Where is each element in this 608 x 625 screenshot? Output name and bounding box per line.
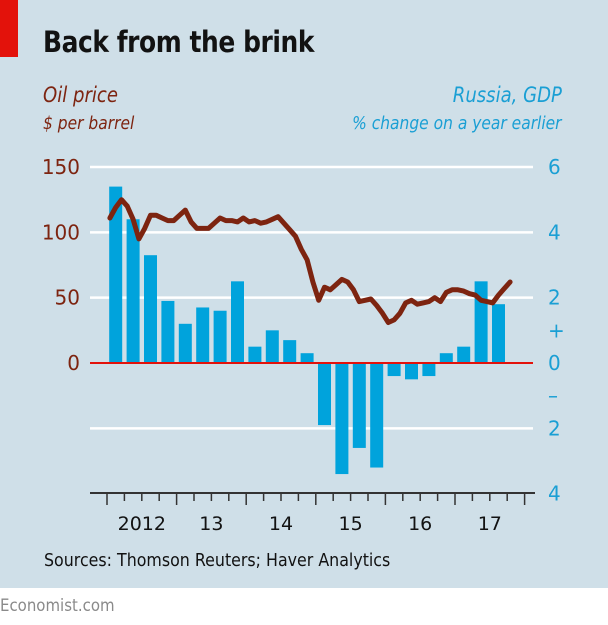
- brand-label: Economist.com: [0, 596, 115, 616]
- gdp-bar: [283, 340, 297, 363]
- gdp-bar: [318, 363, 331, 426]
- gdp-bar: [387, 363, 401, 377]
- gdp-bars: [109, 186, 505, 475]
- gdp-bar: [439, 353, 453, 363]
- left-axis-unit: $ per barrel: [43, 113, 135, 134]
- chart-title: Back from the brink: [43, 25, 314, 59]
- gdp-bar: [422, 363, 436, 377]
- gdp-bar: [109, 186, 123, 363]
- right-axis-title: Russia, GDP: [452, 83, 562, 107]
- gdp-bar: [265, 330, 279, 363]
- left-tick-label: 50: [55, 286, 80, 310]
- x-tick-label: 14: [269, 513, 293, 535]
- gdp-bar: [492, 304, 505, 363]
- right-tick-label: +: [548, 318, 565, 342]
- right-tick-label: 0: [548, 351, 561, 375]
- right-tick-label: 4: [548, 220, 561, 244]
- oil-price-line: [107, 197, 513, 325]
- gdp-bar: [144, 255, 157, 363]
- gridlines: [90, 165, 533, 430]
- gdp-bar: [457, 346, 471, 363]
- left-tick-label: 100: [42, 220, 80, 244]
- right-axis-unit: % change on a year earlier: [352, 113, 562, 134]
- x-tick-label: 15: [339, 513, 363, 535]
- right-tick-label: 6: [548, 155, 561, 179]
- x-tick-label: 13: [199, 513, 223, 535]
- gdp-bar: [405, 363, 418, 380]
- gdp-bar: [213, 310, 227, 363]
- source-note: Sources: Thomson Reuters; Haver Analytic…: [44, 550, 391, 571]
- oil-line-group: [107, 197, 513, 325]
- x-tick-label: 17: [478, 513, 502, 535]
- gdp-bar: [248, 346, 262, 363]
- left-axis-title: Oil price: [43, 83, 118, 107]
- red-accent-bar: [0, 0, 18, 57]
- gdp-bar: [196, 307, 210, 363]
- left-tick-label: 0: [67, 351, 80, 375]
- x-tick-label: 16: [408, 513, 432, 535]
- gdp-bar: [126, 219, 140, 363]
- right-tick-label: 4: [548, 482, 561, 506]
- left-tick-label: 150: [42, 155, 80, 179]
- gdp-bar: [300, 353, 314, 363]
- right-tick-label: 2: [548, 416, 561, 440]
- right-axis-ticks: 6 4 2 +0 – 2 4: [548, 155, 565, 506]
- gdp-bar: [161, 300, 175, 363]
- chart-plot: 2012 13 14 15 16 17 150 100 50 0 6 4 2 +0 – 2 4: [42, 155, 565, 535]
- x-axis: 2012 13 14 15 16 17: [90, 492, 535, 535]
- gdp-bar: [335, 363, 349, 475]
- right-tick-label: –: [548, 384, 558, 408]
- right-tick-label: 2: [548, 286, 561, 310]
- gdp-bar: [231, 281, 244, 363]
- gdp-bar: [352, 363, 366, 448]
- gdp-bar: [178, 323, 192, 363]
- x-tick-label: 2012: [118, 513, 166, 535]
- chart-panel: [0, 0, 608, 588]
- gdp-bar: [370, 363, 384, 468]
- left-axis-ticks: 150 100 50 0: [42, 155, 80, 375]
